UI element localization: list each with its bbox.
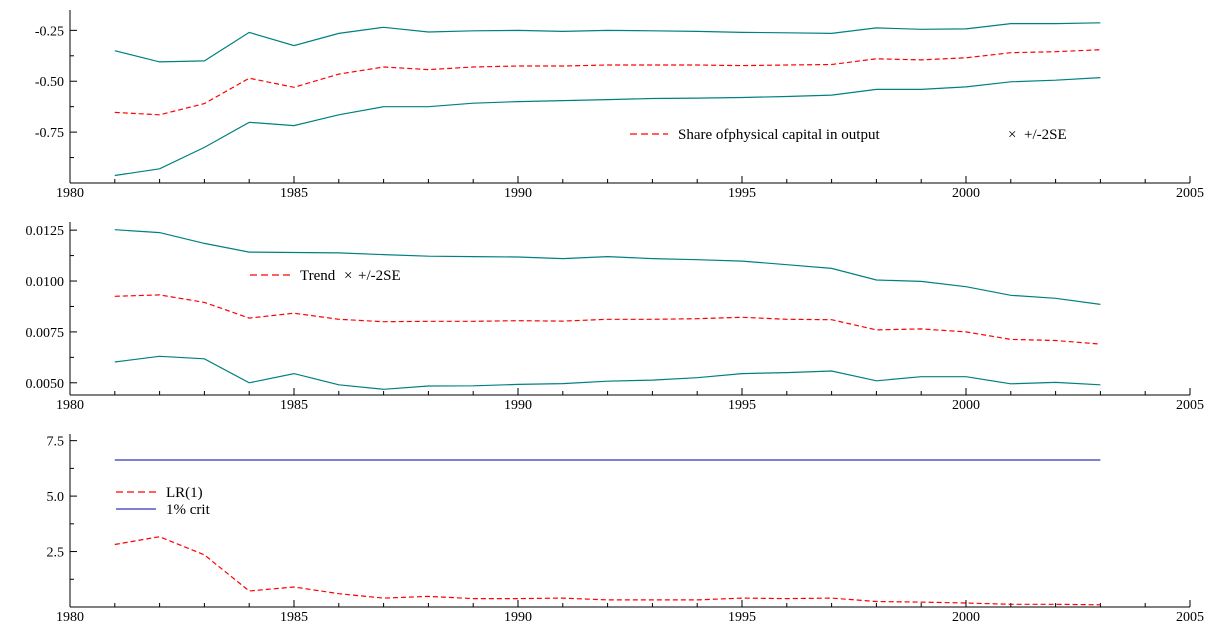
- series-line-1: [114, 229, 1101, 305]
- legend-label-trend: Trend: [300, 268, 336, 284]
- legend-label-share-of: Share of: [678, 127, 728, 143]
- x-tick-label: 1995: [728, 186, 756, 201]
- series-lines: [114, 22, 1101, 177]
- axes: 1980 1985 1990 1995 2000 2005 0.0050 0.0075 0.01…: [26, 222, 1204, 413]
- legend-label-lr1: LR(1): [166, 485, 203, 501]
- series-line-1: [114, 22, 1101, 63]
- legend-label-times: ×: [1008, 127, 1016, 143]
- x-tick-label: 2005: [1176, 186, 1204, 201]
- panel-physical-capital-share: 1980 1985 1990 1995 2000 2005-0.75-0.50-0.25 …: [35, 10, 1204, 201]
- legend-label-2se: +/-2SE: [358, 268, 401, 284]
- panel-trend: 1980 1985 1990 1995 2000 2005 0.0050 0.0075 0.01…: [26, 222, 1204, 413]
- series-line-0: [114, 536, 1101, 606]
- y-tick-label: -0.50: [35, 75, 64, 90]
- y-tick-label: 2.5: [47, 546, 65, 561]
- x-tick-label: 1980: [56, 398, 84, 413]
- series-line-2: [114, 77, 1101, 177]
- axes: 1980 1985 1990 1995 2000 2005 2.5 5.0 7.5: [47, 434, 1204, 625]
- x-tick-label: 1990: [504, 186, 532, 201]
- y-tick-label: 0.0075: [26, 326, 65, 341]
- series-line-0: [114, 294, 1101, 345]
- x-tick-label: 1985: [280, 398, 308, 413]
- x-tick-label: 2005: [1176, 610, 1204, 625]
- svg-text:Share ofphysical capital in ou: Share ofphysical capital in output: [678, 127, 880, 143]
- x-tick-label: 1980: [56, 186, 84, 201]
- y-tick-label: 0.0100: [26, 275, 65, 290]
- x-tick-label: 1985: [280, 186, 308, 201]
- x-tick-label: 2000: [952, 398, 980, 413]
- x-tick-label: 2000: [952, 186, 980, 201]
- x-tick-label: 1995: [728, 398, 756, 413]
- x-tick-label: 2005: [1176, 398, 1204, 413]
- panel-lr-test: 1980 1985 1990 1995 2000 2005 2.5 5.0 7.5 LR(1) …: [47, 434, 1204, 625]
- y-tick-label: 5.0: [47, 490, 65, 505]
- legend: Trend × +/-2SE: [250, 268, 401, 284]
- x-tick-label: 1980: [56, 610, 84, 625]
- y-tick-label: 0.0125: [26, 224, 65, 239]
- legend-label-physical-capital: physical capital in output: [728, 127, 880, 143]
- legend: Share ofphysical capital in output × +/-…: [630, 127, 1067, 143]
- series-line-2: [114, 355, 1101, 390]
- x-tick-label: 1990: [504, 610, 532, 625]
- x-tick-label: 2000: [952, 610, 980, 625]
- legend-label-times: ×: [344, 268, 352, 284]
- series-lines: [114, 229, 1101, 390]
- legend: LR(1) 1% crit: [116, 485, 211, 518]
- y-tick-label: 0.0050: [26, 377, 65, 392]
- y-tick-label: -0.75: [35, 126, 64, 141]
- x-tick-label: 1995: [728, 610, 756, 625]
- y-tick-label: 7.5: [47, 435, 65, 450]
- x-tick-label: 1985: [280, 610, 308, 625]
- series-line-0: [114, 49, 1101, 116]
- axes: 1980 1985 1990 1995 2000 2005 -0.75 -0.50 -0.25: [35, 10, 1204, 201]
- legend-label-crit: 1% crit: [166, 502, 211, 518]
- series-lines: [114, 459, 1101, 606]
- y-tick-label: -0.25: [35, 24, 64, 39]
- legend-label-2se: +/-2SE: [1024, 127, 1067, 143]
- x-tick-label: 1990: [504, 398, 532, 413]
